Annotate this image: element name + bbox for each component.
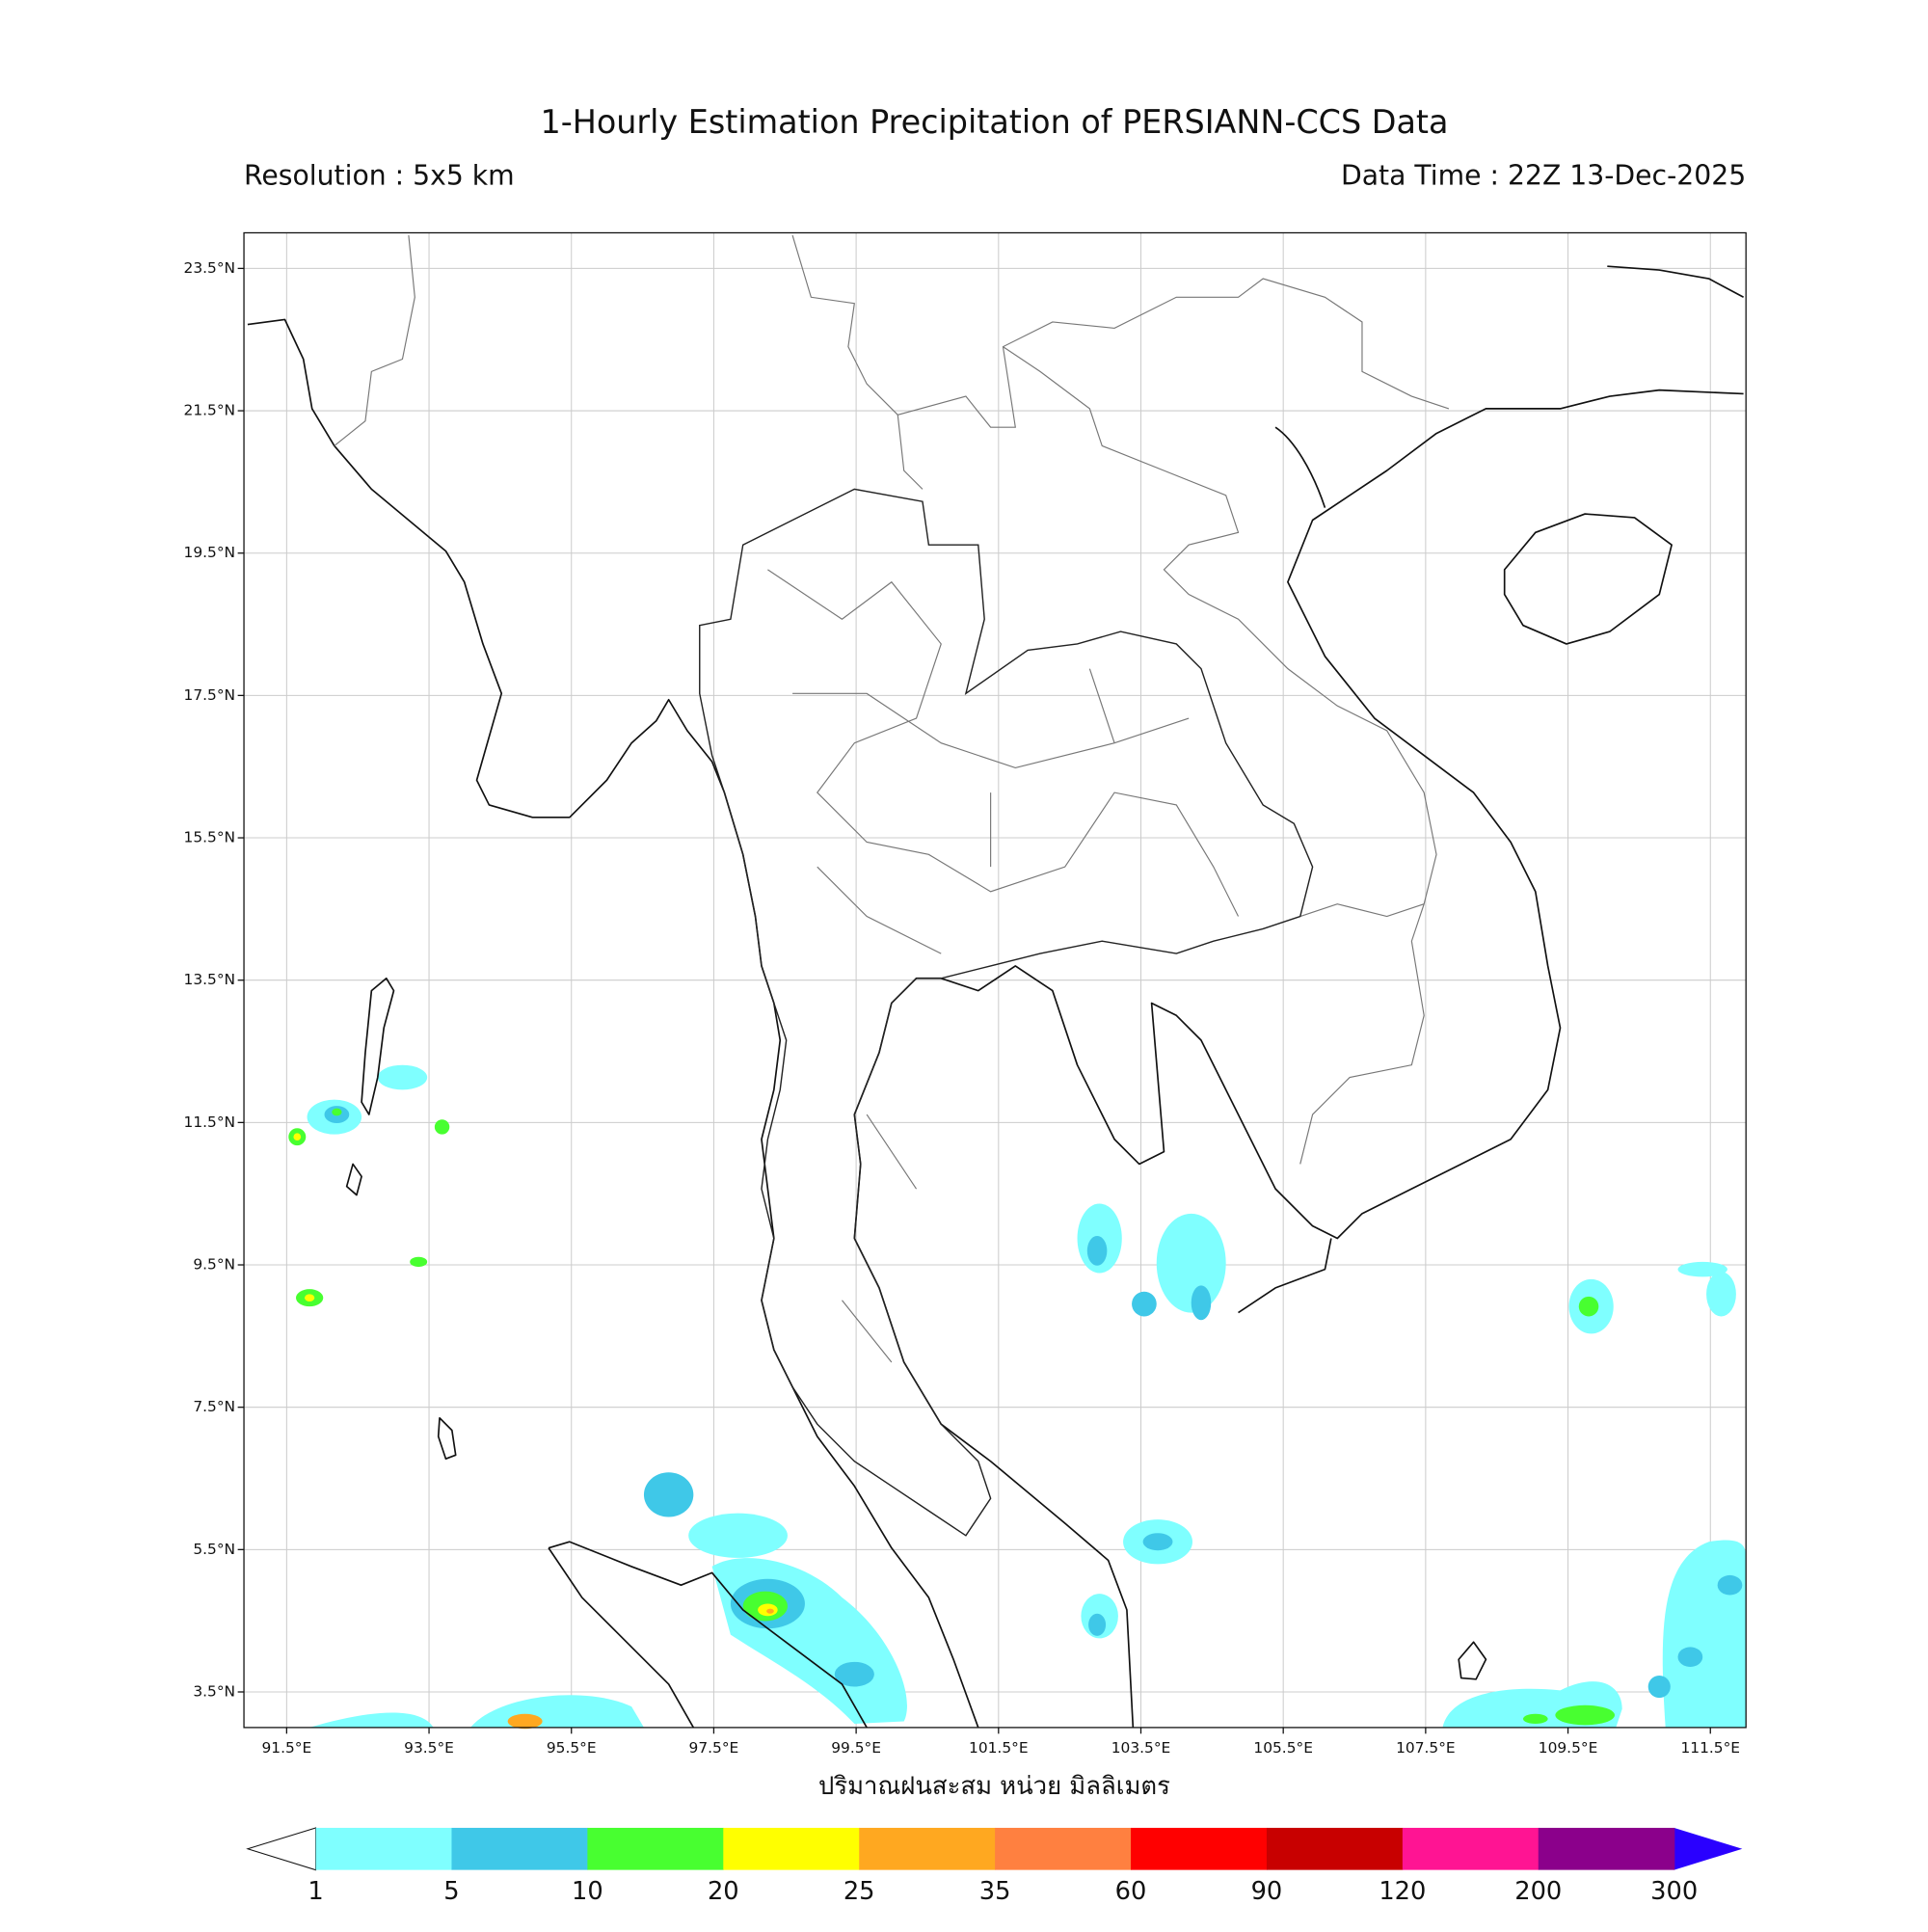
lon-tick-label: 109.5°E <box>1539 1739 1598 1757</box>
map-frame <box>243 231 1747 1729</box>
lat-tick-label: 9.5°N <box>193 1256 235 1274</box>
colorbar-label: 5 <box>443 1877 459 1906</box>
thailand-provinces <box>699 488 1314 1537</box>
lat-tick-label: 5.5°N <box>193 1541 235 1558</box>
colorbar-label: 90 <box>1251 1877 1283 1906</box>
resolution: Resolution : 5x5 km <box>244 160 515 192</box>
x-axis-label: ปริมาณฝนสะสม หน่วย มิลลิเมตร <box>818 1772 1170 1801</box>
colorbar-over <box>1674 1827 1743 1870</box>
colorbar: 1 5 10 20 25 35 60 90 120 200 300 <box>246 1827 1743 1906</box>
colorbar-label: 60 <box>1115 1877 1147 1906</box>
data-time: Data Time : 22Z 13-Dec-2025 <box>1341 160 1746 192</box>
colorbar-segment <box>315 1827 453 1870</box>
colorbar-segment <box>1402 1827 1540 1870</box>
title: 1-Hourly Estimation Precipitation of PER… <box>540 103 1448 141</box>
colorbar-segment <box>859 1827 996 1870</box>
colorbar-segment <box>587 1827 724 1870</box>
colorbar-segment <box>1131 1827 1268 1870</box>
colorbar-label: 120 <box>1379 1877 1426 1906</box>
lat-tick-label: 7.5°N <box>193 1398 235 1415</box>
colorbar-segment <box>451 1827 589 1870</box>
lon-tick-label: 99.5°E <box>831 1739 881 1757</box>
colorbar-segment <box>1538 1827 1675 1870</box>
lat-tick-label: 17.5°N <box>184 686 236 704</box>
grid: 23.5°N 21.5°N 19.5°N 17.5°N 15.5°N 13.5°N 11.5… <box>184 232 1747 1757</box>
colorbar-label: 20 <box>708 1877 739 1906</box>
lon-tick-label: 95.5°E <box>547 1739 597 1757</box>
lon-tick-label: 105.5°E <box>1253 1739 1313 1757</box>
lon-tick-label: 91.5°E <box>261 1739 311 1757</box>
colorbar-label: 1 <box>308 1877 323 1906</box>
borders <box>334 234 1450 1165</box>
colorbar-label: 25 <box>844 1877 875 1906</box>
colorbar-segment <box>995 1827 1132 1870</box>
lon-tick-label: 107.5°E <box>1396 1739 1456 1757</box>
lon-tick-label: 103.5°E <box>1111 1739 1171 1757</box>
colorbar-label: 200 <box>1514 1877 1562 1906</box>
lat-tick-label: 21.5°N <box>184 402 236 419</box>
precipitation <box>288 1064 1747 1730</box>
colorbar-segment <box>723 1827 860 1870</box>
lat-tick-label: 13.5°N <box>184 971 236 988</box>
lon-tick-label: 93.5°E <box>404 1739 454 1757</box>
colorbar-label: 35 <box>979 1877 1011 1906</box>
lat-tick-label: 15.5°N <box>184 829 236 846</box>
colorbar-label: 300 <box>1650 1877 1698 1906</box>
colorbar-segment <box>1266 1827 1404 1870</box>
lon-tick-label: 111.5°E <box>1680 1739 1740 1757</box>
lat-tick-label: 3.5°N <box>193 1682 235 1700</box>
coastlines <box>247 265 1745 1729</box>
lat-tick-label: 23.5°N <box>184 259 236 277</box>
lon-tick-label: 101.5°E <box>969 1739 1029 1757</box>
lon-tick-label: 97.5°E <box>689 1739 739 1757</box>
lat-tick-label: 11.5°N <box>184 1114 236 1131</box>
lat-tick-label: 19.5°N <box>184 544 236 561</box>
colorbar-under <box>246 1827 317 1871</box>
colorbar-label: 10 <box>572 1877 603 1906</box>
